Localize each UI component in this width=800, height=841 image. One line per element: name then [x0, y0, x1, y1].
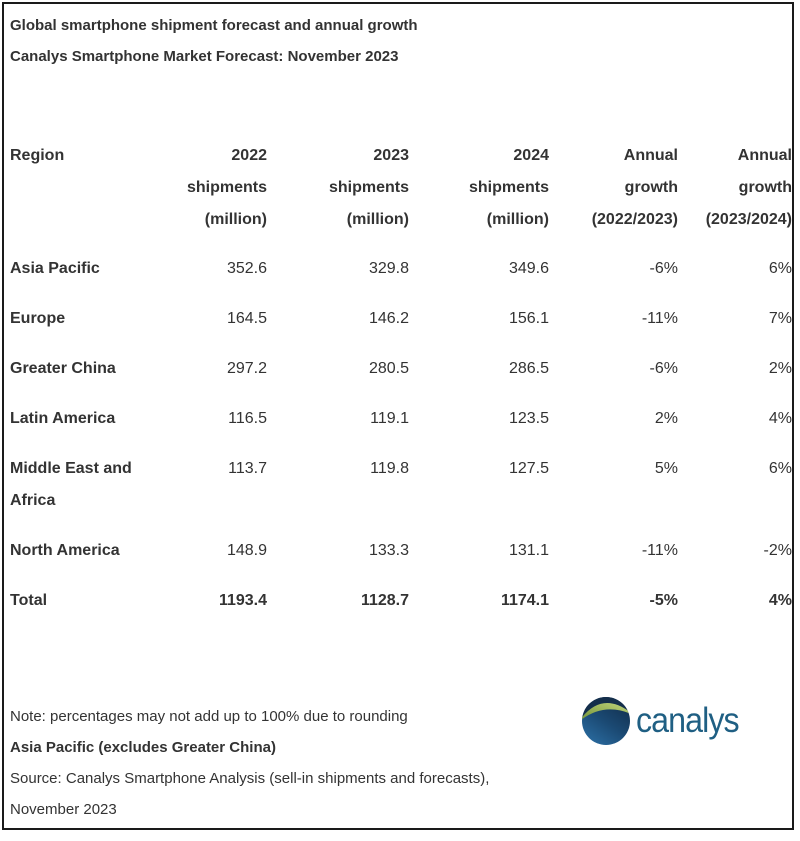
- table-cell: -6%: [649, 260, 678, 277]
- report-frame: Global smartphone shipment forecast and …: [2, 2, 794, 830]
- table-cell: 119.8: [370, 460, 409, 477]
- canalys-globe-icon: [582, 697, 631, 745]
- page-subtitle: Canalys Smartphone Market Forecast: Nove…: [10, 48, 399, 65]
- table-cell: 113.7: [228, 460, 267, 477]
- table-cell: 4%: [768, 410, 792, 427]
- region-cell: Greater China: [10, 360, 116, 377]
- table-cell: 5%: [654, 460, 678, 477]
- table-cell: 286.5: [508, 360, 549, 377]
- canalys-logo: canalys: [581, 696, 748, 746]
- table-cell: 7%: [768, 310, 792, 327]
- table-cell: 116.5: [228, 410, 267, 427]
- table-cell: 123.5: [508, 410, 549, 427]
- total-cell: 1128.7: [360, 592, 409, 609]
- table-header-row: Region 2022 shipments (million) 2023 shi…: [10, 140, 792, 244]
- column-header-region: Region: [10, 147, 65, 164]
- table-cell: -11%: [641, 310, 678, 327]
- table-cell: 6%: [768, 460, 792, 477]
- table-cell: 2%: [654, 410, 678, 427]
- table-cell: 329.8: [368, 260, 409, 277]
- table-cell: 131.1: [508, 542, 549, 559]
- shipment-forecast-table: Region 2022 shipments (million) 2023 shi…: [10, 140, 792, 626]
- source-note: Source: Canalys Smartphone Analysis (sel…: [10, 770, 490, 818]
- column-header-2023-shipments: 2023 shipments (million): [328, 147, 409, 228]
- table-cell: 280.5: [368, 360, 409, 377]
- table-cell: -6%: [649, 360, 678, 377]
- canalys-wordmark: canalys: [636, 701, 740, 740]
- table-row: North America 148.9 133.3 131.1 -11% -2%: [10, 526, 792, 576]
- total-cell: -5%: [649, 592, 678, 609]
- column-header-2022-shipments: 2022 shipments (million): [186, 147, 267, 228]
- table-row: Asia Pacific 352.6 329.8 349.6 -6% 6%: [10, 244, 792, 294]
- footer-notes: Note: percentages may not add up to 100%…: [10, 701, 515, 825]
- column-header-2024-shipments: 2024 shipments (million): [468, 147, 549, 228]
- total-cell: 4%: [768, 592, 792, 609]
- table-cell: 156.1: [508, 310, 549, 327]
- column-header-growth-2023-2024: Annual growth (2023/2024): [705, 147, 792, 228]
- table-cell: 349.6: [508, 260, 549, 277]
- total-label-cell: Total: [10, 592, 48, 609]
- table-cell: 2%: [768, 360, 792, 377]
- table-row: Middle East and Africa 113.7 119.8 127.5…: [10, 444, 792, 526]
- asia-pacific-note: Asia Pacific (excludes Greater China): [10, 739, 276, 756]
- table-cell: 133.3: [368, 542, 409, 559]
- column-header-growth-2022-2023: Annual growth (2022/2023): [591, 147, 678, 228]
- table-cell: 146.2: [368, 310, 409, 327]
- table-cell: 352.6: [226, 260, 267, 277]
- table-cell: 127.5: [508, 460, 549, 477]
- table-cell: 6%: [768, 260, 792, 277]
- table-row: Latin America 116.5 119.1 123.5 2% 4%: [10, 394, 792, 444]
- total-cell: 1174.1: [500, 592, 549, 609]
- region-cell: Latin America: [10, 410, 116, 427]
- rounding-note: Note: percentages may not add up to 100%…: [10, 708, 408, 725]
- table-total-row: Total 1193.4 1128.7 1174.1 -5% 4%: [10, 576, 792, 626]
- region-cell: Europe: [10, 310, 66, 327]
- total-cell: 1193.4: [218, 592, 267, 609]
- table-row: Greater China 297.2 280.5 286.5 -6% 2%: [10, 344, 792, 394]
- table-cell: 164.5: [226, 310, 267, 327]
- table-cell: 119.1: [370, 410, 409, 427]
- region-cell: Middle East and Africa: [10, 460, 132, 509]
- table-cell: 148.9: [226, 542, 267, 559]
- table-cell: -2%: [763, 542, 792, 559]
- table-row: Europe 164.5 146.2 156.1 -11% 7%: [10, 294, 792, 344]
- region-cell: Asia Pacific: [10, 260, 100, 277]
- table-cell: 297.2: [226, 360, 267, 377]
- page-title: Global smartphone shipment forecast and …: [10, 17, 418, 34]
- table-cell: -11%: [641, 542, 678, 559]
- region-cell: North America: [10, 542, 120, 559]
